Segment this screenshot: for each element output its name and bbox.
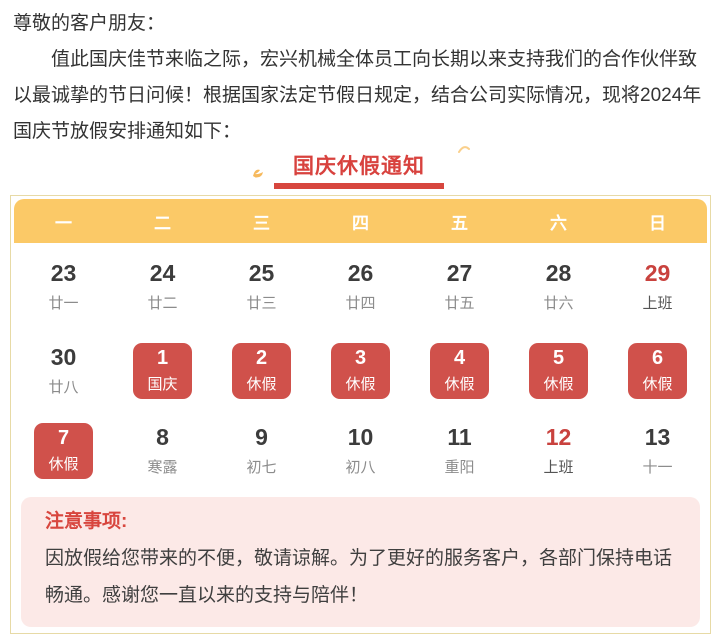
calendar-cell: 9 初七 <box>246 425 276 477</box>
calendar-cell: 10 初八 <box>345 425 375 477</box>
calendar-cell: 28 廿六 <box>543 261 573 313</box>
day-number: 1 <box>156 347 169 369</box>
intro-paragraph: 值此国庆佳节来临之际，宏兴机械全体员工向长期以来支持我们的合作伙伴致以最诚挚的节… <box>13 49 702 142</box>
day-label: 廿二 <box>147 295 178 313</box>
calendar-cell-holiday: 5 休假 <box>529 343 588 399</box>
weekday-label-mon: 一 <box>55 213 72 233</box>
day-label: 十一 <box>642 459 673 477</box>
day-number: 7 <box>57 427 70 449</box>
calendar-cell-holiday: 3 休假 <box>331 343 390 399</box>
day-number: 13 <box>644 423 671 450</box>
day-number: 8 <box>156 423 169 450</box>
day-number: 26 <box>347 259 374 286</box>
calendar-cell: 13 十一 <box>642 425 672 477</box>
day-label: 休假 <box>642 376 673 393</box>
day-label: 廿一 <box>48 295 79 313</box>
day-label: 重阳 <box>444 459 475 477</box>
calendar-row: 23 廿一 24 廿二 25 廿三 26 廿四 27 廿五 28 廿六 29 上… <box>14 243 707 331</box>
day-label: 初八 <box>345 459 376 477</box>
notice-body: 因放假给您带来的不便，敬请谅解。为了更好的服务客户，各部门保持电话畅通。感谢您一… <box>45 548 673 606</box>
calendar-row: 7 休假 8 寒露 9 初七 10 初八 11 重阳 12 上班 13 十一 <box>14 411 707 491</box>
holiday-banner: 国庆休假通知 <box>0 146 718 189</box>
day-label: 上班 <box>642 295 673 313</box>
banner-title: 国庆休假通知 <box>293 155 425 178</box>
day-number: 29 <box>644 259 671 286</box>
calendar-cell-holiday: 7 休假 <box>34 423 93 479</box>
day-number: 5 <box>552 347 565 369</box>
day-label: 上班 <box>543 459 574 477</box>
calendar-cell: 26 廿四 <box>345 261 375 313</box>
weekday-label-thu: 四 <box>352 213 369 233</box>
day-label: 廿五 <box>444 295 475 313</box>
day-label: 廿三 <box>246 295 277 313</box>
day-label: 国庆 <box>147 376 178 393</box>
day-number: 10 <box>347 423 374 450</box>
day-number: 23 <box>50 259 77 286</box>
day-number: 3 <box>354 347 367 369</box>
weekday-label-sat: 六 <box>550 213 567 233</box>
day-label: 廿四 <box>345 295 376 313</box>
notice-box: 注意事项: 因放假给您带来的不便，敬请谅解。为了更好的服务客户，各部门保持电话畅… <box>21 497 700 627</box>
day-label: 休假 <box>48 456 79 473</box>
calendar-cell-holiday: 2 休假 <box>232 343 291 399</box>
day-label: 廿六 <box>543 295 574 313</box>
sparkle-icon <box>458 140 470 158</box>
weekday-label-wed: 三 <box>253 213 270 233</box>
calendar-row: 30 廿八 1 国庆 2 休假 3 休假 4 休假 5 休假 6 休假 <box>14 331 707 411</box>
calendar-cell-holiday: 4 休假 <box>430 343 489 399</box>
day-number: 30 <box>50 343 77 370</box>
leaf-icon <box>250 166 267 186</box>
calendar-cell: 25 廿三 <box>246 261 276 313</box>
calendar-header: 一 二 三 四 五 六 日 <box>14 199 707 243</box>
day-number: 27 <box>446 259 473 286</box>
day-label: 休假 <box>444 376 475 393</box>
day-number: 4 <box>453 347 466 369</box>
day-label: 休假 <box>345 376 376 393</box>
calendar-cell: 24 廿二 <box>147 261 177 313</box>
weekday-label-sun: 日 <box>649 213 666 233</box>
day-number: 12 <box>545 423 572 450</box>
day-number: 28 <box>545 259 572 286</box>
weekday-label-fri: 五 <box>451 213 468 233</box>
weekday-label-tue: 二 <box>154 213 171 233</box>
notice-title: 注意事项: <box>45 511 128 532</box>
calendar-cell: 23 廿一 <box>48 261 78 313</box>
holiday-board: 一 二 三 四 五 六 日 23 廿一 24 廿二 25 廿三 26 廿四 27… <box>10 195 711 634</box>
calendar-cell: 8 寒露 <box>147 425 177 477</box>
calendar-cell: 27 廿五 <box>444 261 474 313</box>
day-label: 初七 <box>246 459 277 477</box>
day-label: 寒露 <box>147 459 178 477</box>
calendar-cell-holiday: 6 休假 <box>628 343 687 399</box>
banner-underline <box>274 183 444 189</box>
calendar-cell-holiday: 1 国庆 <box>133 343 192 399</box>
calendar-cell-workday: 29 上班 <box>642 261 672 313</box>
day-number: 9 <box>255 423 268 450</box>
day-label: 廿八 <box>48 379 79 397</box>
day-number: 6 <box>651 347 664 369</box>
day-number: 24 <box>149 259 176 286</box>
calendar-cell: 30 廿八 <box>48 345 78 397</box>
calendar-cell-workday: 12 上班 <box>543 425 573 477</box>
calendar-cell: 11 重阳 <box>444 425 474 477</box>
day-number: 25 <box>248 259 275 286</box>
intro-greeting: 尊敬的客户朋友： <box>13 13 166 34</box>
day-label: 休假 <box>246 376 277 393</box>
intro-text: 尊敬的客户朋友： 值此国庆佳节来临之际，宏兴机械全体员工向长期以来支持我们的合作… <box>0 0 718 150</box>
day-label: 休假 <box>543 376 574 393</box>
day-number: 11 <box>447 423 472 450</box>
day-number: 2 <box>255 347 268 369</box>
